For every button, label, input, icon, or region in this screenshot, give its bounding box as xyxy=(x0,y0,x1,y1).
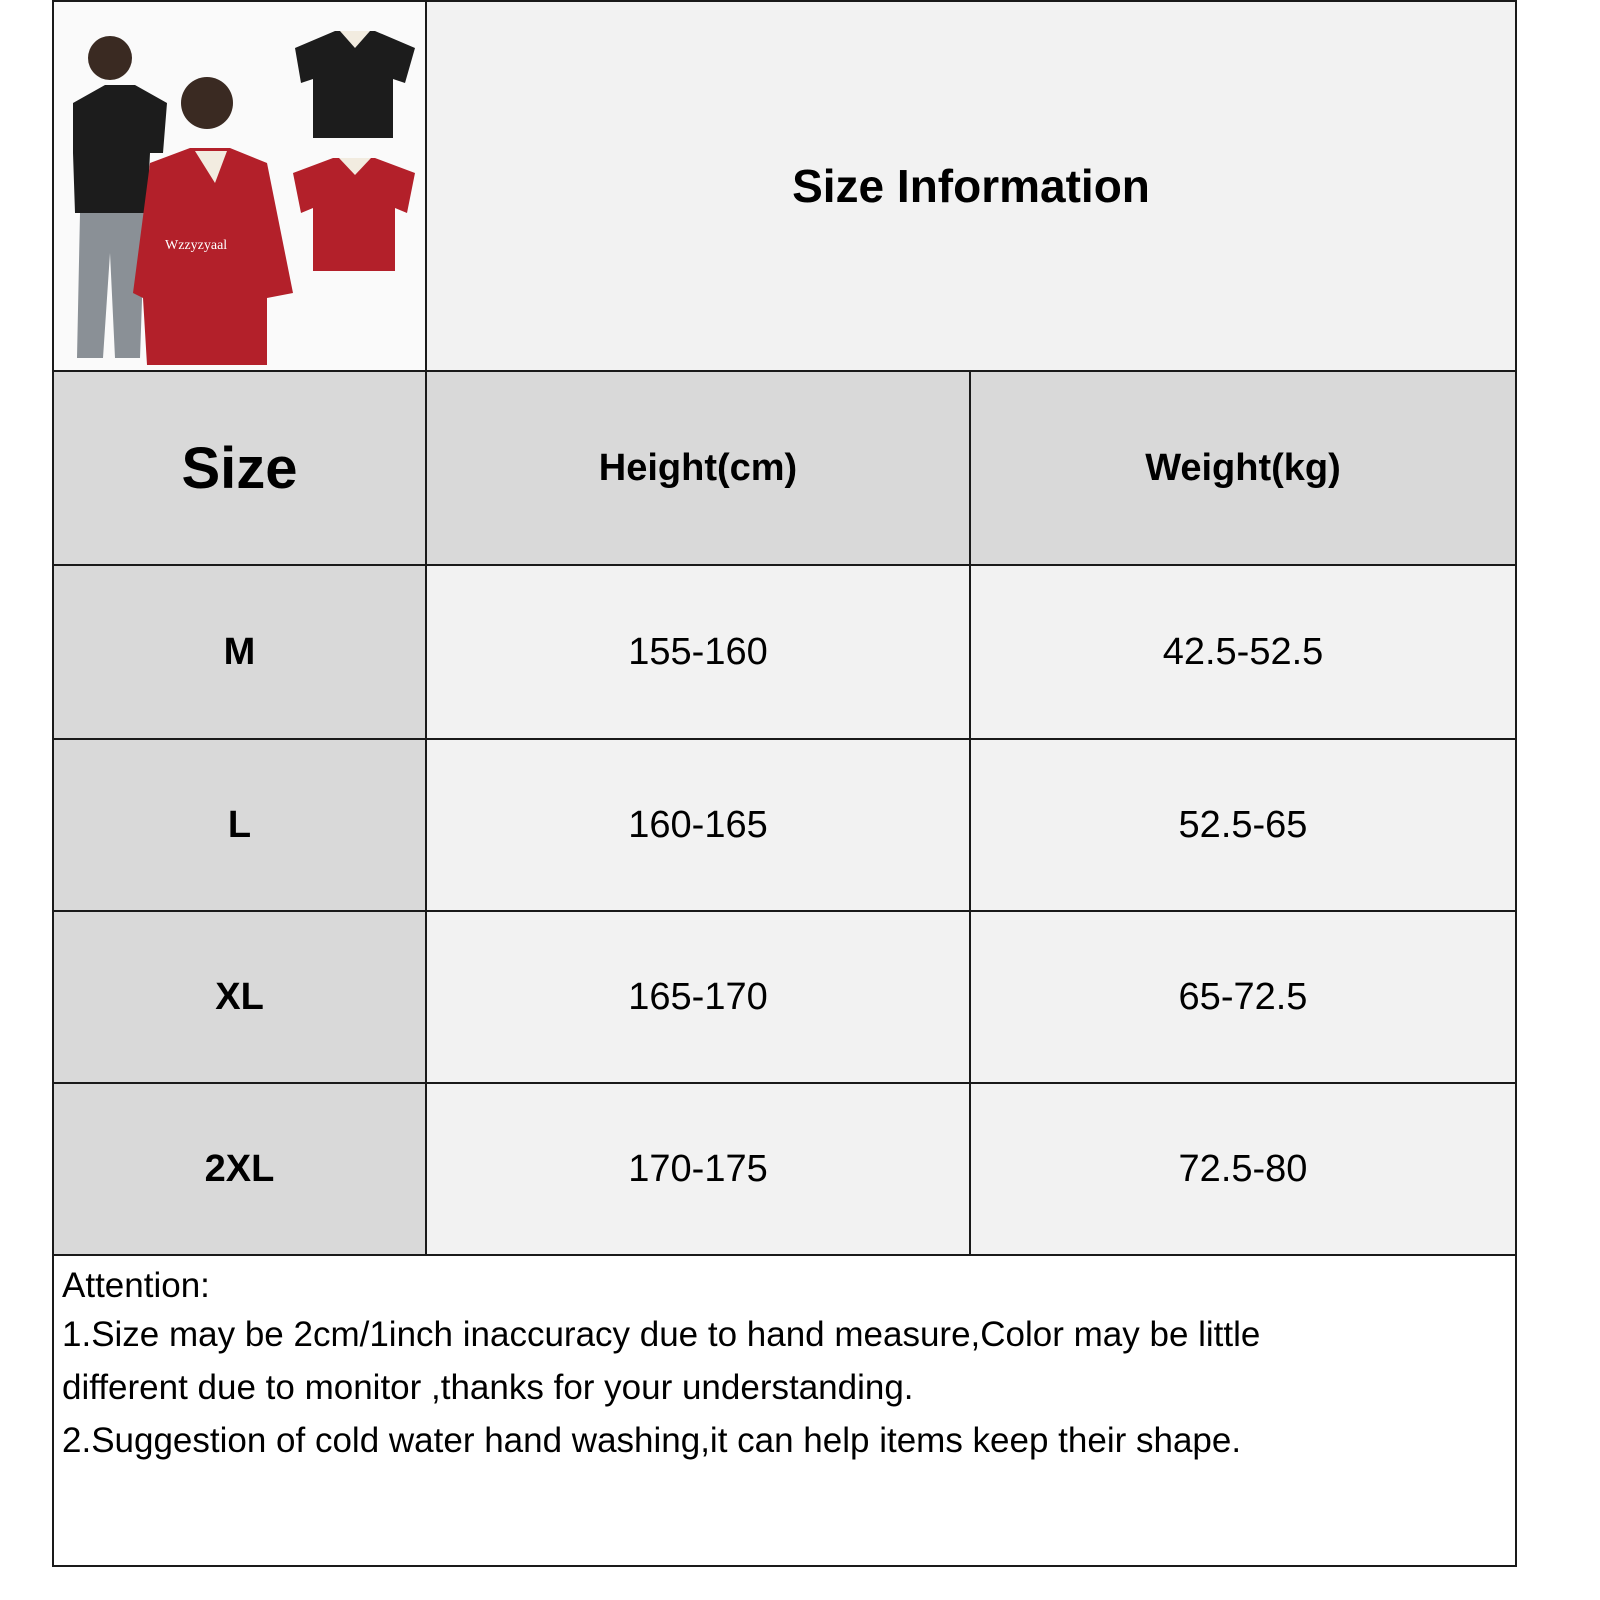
product-image: Wzzyzyaal xyxy=(52,0,427,372)
header-size: Size xyxy=(52,370,427,566)
product-photo-illustration: Wzzyzyaal xyxy=(73,31,415,365)
height-value: 155-160 xyxy=(628,630,768,673)
header-height: Height(cm) xyxy=(425,370,971,566)
size-cell: XL xyxy=(52,910,427,1084)
attention-line: 2.Suggestion of cold water hand washing,… xyxy=(62,1421,1242,1460)
height-value: 160-165 xyxy=(628,803,768,846)
shirt-print-text: Wzzyzyaal xyxy=(165,238,227,253)
size-cell: L xyxy=(52,738,427,912)
attention-heading: Attention: xyxy=(62,1266,210,1305)
attention-line: 1.Size may be 2cm/1inch inaccuracy due t… xyxy=(62,1315,1261,1354)
header-weight-label: Weight(kg) xyxy=(1145,446,1341,489)
weight-value: 52.5-65 xyxy=(1178,803,1308,846)
height-cell: 165-170 xyxy=(425,910,971,1084)
size-value: M xyxy=(223,630,256,673)
header-size-label: Size xyxy=(181,435,298,501)
height-cell: 170-175 xyxy=(425,1082,971,1256)
title-cell: Size Information xyxy=(425,0,1517,372)
height-cell: 155-160 xyxy=(425,564,971,740)
page-title: Size Information xyxy=(792,160,1150,212)
weight-value: 42.5-52.5 xyxy=(1162,630,1324,673)
weight-cell: 42.5-52.5 xyxy=(969,564,1517,740)
size-cell: 2XL xyxy=(52,1082,427,1256)
header-weight: Weight(kg) xyxy=(969,370,1517,566)
weight-cell: 52.5-65 xyxy=(969,738,1517,912)
size-value: 2XL xyxy=(204,1147,275,1190)
height-value: 165-170 xyxy=(628,975,768,1018)
attention-line: different due to monitor ,thanks for you… xyxy=(62,1368,914,1407)
size-cell: M xyxy=(52,564,427,740)
size-value: L xyxy=(227,803,252,846)
height-value: 170-175 xyxy=(628,1147,768,1190)
weight-cell: 65-72.5 xyxy=(969,910,1517,1084)
weight-value: 72.5-80 xyxy=(1178,1147,1308,1190)
size-value: XL xyxy=(215,975,264,1018)
attention-notes: Attention: 1.Size may be 2cm/1inch inacc… xyxy=(52,1254,1517,1567)
weight-cell: 72.5-80 xyxy=(969,1082,1517,1256)
height-cell: 160-165 xyxy=(425,738,971,912)
header-height-label: Height(cm) xyxy=(598,446,798,489)
weight-value: 65-72.5 xyxy=(1178,975,1308,1018)
